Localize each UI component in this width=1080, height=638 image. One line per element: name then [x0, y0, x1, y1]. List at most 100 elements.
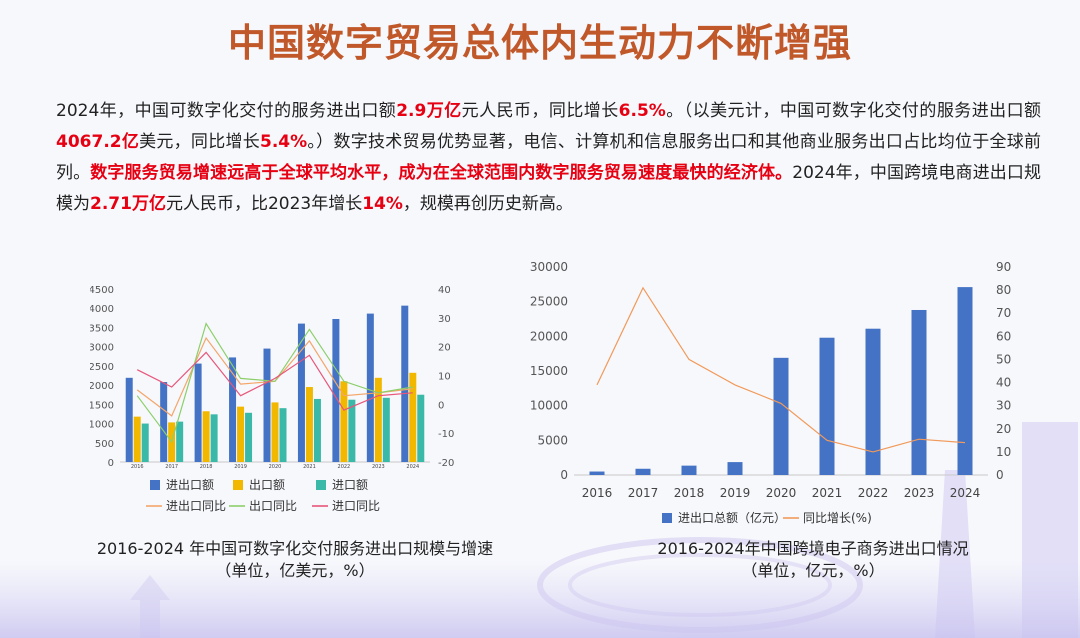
right-tick-label: 10	[438, 372, 451, 383]
bar-进出口额	[332, 318, 340, 462]
bar-进出口总额（亿元）	[589, 471, 605, 475]
highlight-text: 2.71万亿	[90, 194, 166, 214]
bar-进出口额	[297, 323, 305, 462]
left-tick-label: 25000	[530, 295, 568, 309]
bar-进出口额	[263, 348, 271, 462]
left-tick-label: 1500	[90, 400, 114, 411]
bar-进口额	[348, 399, 356, 462]
legend-label: 出口同比	[249, 499, 297, 513]
bar-进出口总额（亿元）	[681, 465, 697, 475]
bar-进口额	[141, 423, 149, 462]
bar-进口额	[382, 397, 390, 462]
bar-出口额	[133, 416, 141, 462]
bar-出口额	[305, 387, 313, 462]
bar-出口额	[202, 411, 210, 462]
highlight-text: 数字服务贸易增速远高于全球平均水平，成为在全球范围内数字服务贸易速度最快的经济体…	[90, 163, 793, 183]
bar-进出口总额（亿元）	[865, 328, 881, 475]
category-label: 2019	[234, 464, 247, 470]
bar-出口额	[237, 406, 245, 462]
line-同比增长(%)	[596, 286, 966, 453]
highlight-text: 5.4%	[260, 132, 308, 152]
left-caption-line1: 2016-2024 年中国可数字化交付服务进出口规模与增速	[96, 539, 494, 558]
category-label: 2020	[269, 464, 282, 470]
legend-swatch	[233, 480, 243, 490]
bar-进出口额	[194, 363, 202, 462]
left-tick-label: 5000	[537, 433, 568, 447]
page-title: 中国数字贸易总体内生动力不断增强	[227, 21, 852, 65]
legend-label: 同比增长(%)	[803, 511, 872, 525]
left-tick-label: 30000	[530, 260, 568, 274]
body-text: 。（以美元计，中国可数字化交付的服务进出口额	[665, 101, 1042, 121]
bar-进出口额	[160, 382, 168, 462]
bar-出口额	[374, 377, 382, 462]
right-tick-label: 30	[438, 314, 451, 325]
category-label: 2021	[303, 464, 316, 470]
left-tick-label: 2000	[90, 381, 114, 392]
ground-fade	[0, 560, 1080, 638]
left-tick-label: 15000	[530, 364, 568, 378]
legend-label: 进出口同比	[166, 499, 226, 513]
category-label: 2023	[904, 486, 935, 500]
line-出口同比	[136, 322, 413, 444]
legend-label: 进出口总额（亿元）	[678, 510, 786, 525]
body-text: 2024年，中国可数字化交付的服务进出口额	[56, 101, 397, 121]
category-label: 2018	[200, 464, 213, 470]
right-tick-label: 90	[996, 260, 1011, 274]
category-label: 2017	[628, 486, 659, 500]
right-tick-label: 20	[438, 343, 451, 354]
highlight-text: 2.9万亿	[396, 101, 462, 121]
right-tick-label: -20	[438, 458, 454, 469]
right-chart-caption: 2016-2024年中国跨境电子商务进出口情况 （单位，亿元，%）	[568, 538, 1058, 582]
category-label: 2022	[338, 464, 351, 470]
right-tick-label: -10	[438, 429, 454, 440]
left-caption-line2: （单位，亿美元，%）	[215, 561, 375, 580]
body-text: 元人民币，比2023年增长	[165, 194, 363, 214]
category-label: 2018	[674, 486, 705, 500]
right-caption-line1: 2016-2024年中国跨境电子商务进出口情况	[657, 539, 969, 558]
left-tick-label: 3000	[90, 343, 114, 354]
right-tick-label: 80	[996, 283, 1011, 297]
right-tick-label: 10	[996, 445, 1011, 459]
right-tick-label: 50	[996, 352, 1011, 366]
left-chart-caption: 2016-2024 年中国可数字化交付服务进出口规模与增速 （单位，亿美元，%）	[50, 538, 540, 582]
bar-出口额	[340, 381, 348, 462]
right-tick-label: 20	[996, 422, 1011, 436]
bar-进口额	[417, 394, 425, 462]
line-进口同比	[136, 351, 413, 411]
category-label: 2023	[372, 464, 385, 470]
highlight-text: 14%	[362, 194, 403, 214]
cross-border-ecommerce-chart: 0 5000 10000 15000 20000 25000 30000 0 10 20 30 40 5…	[530, 260, 1011, 525]
bar-进出口总额（亿元）	[957, 287, 973, 475]
bar-进出口额	[125, 377, 133, 462]
legend-label: 进口同比	[332, 499, 380, 513]
right-tick-label: 30	[996, 399, 1011, 413]
right-tick-label: 0	[996, 468, 1004, 482]
bar-出口额	[409, 372, 417, 462]
bar-进出口额	[366, 313, 374, 462]
left-tick-label: 0	[560, 468, 568, 482]
left-tick-label: 4000	[90, 304, 114, 315]
left-tick-label: 500	[95, 439, 114, 450]
category-label: 2021	[812, 486, 843, 500]
digital-services-chart: 0 500 1000 1500 2000 2500 3000 3500 4000 4500 -20 -…	[90, 285, 454, 513]
category-label: 2024	[406, 464, 419, 470]
left-tick-label: 3500	[90, 323, 114, 334]
body-text: 美元，同比增长	[139, 132, 260, 152]
body-text: ，规模再创历史新高。	[402, 194, 573, 214]
category-label: 2022	[858, 486, 889, 500]
left-tick-label: 20000	[530, 329, 568, 343]
legend-swatch	[150, 480, 160, 490]
category-label: 2019	[720, 486, 751, 500]
summary-paragraph: 2024年，中国可数字化交付的服务进出口额2.9万亿元人民币，同比增长6.5%。…	[56, 96, 1041, 220]
bar-进出口总额（亿元）	[911, 309, 927, 475]
bar-进出口总额（亿元）	[819, 337, 835, 475]
bar-进出口额	[401, 305, 409, 462]
category-label: 2017	[165, 464, 178, 470]
highlight-text: 4067.2亿	[56, 132, 140, 152]
legend-label: 进出口额	[166, 478, 214, 492]
body-text: 元人民币，同比增长	[461, 101, 619, 121]
category-label: 2016	[582, 486, 613, 500]
right-tick-label: 0	[438, 400, 444, 411]
body-text: 2024年，中国跨境电商进出口规模为	[56, 163, 1042, 214]
